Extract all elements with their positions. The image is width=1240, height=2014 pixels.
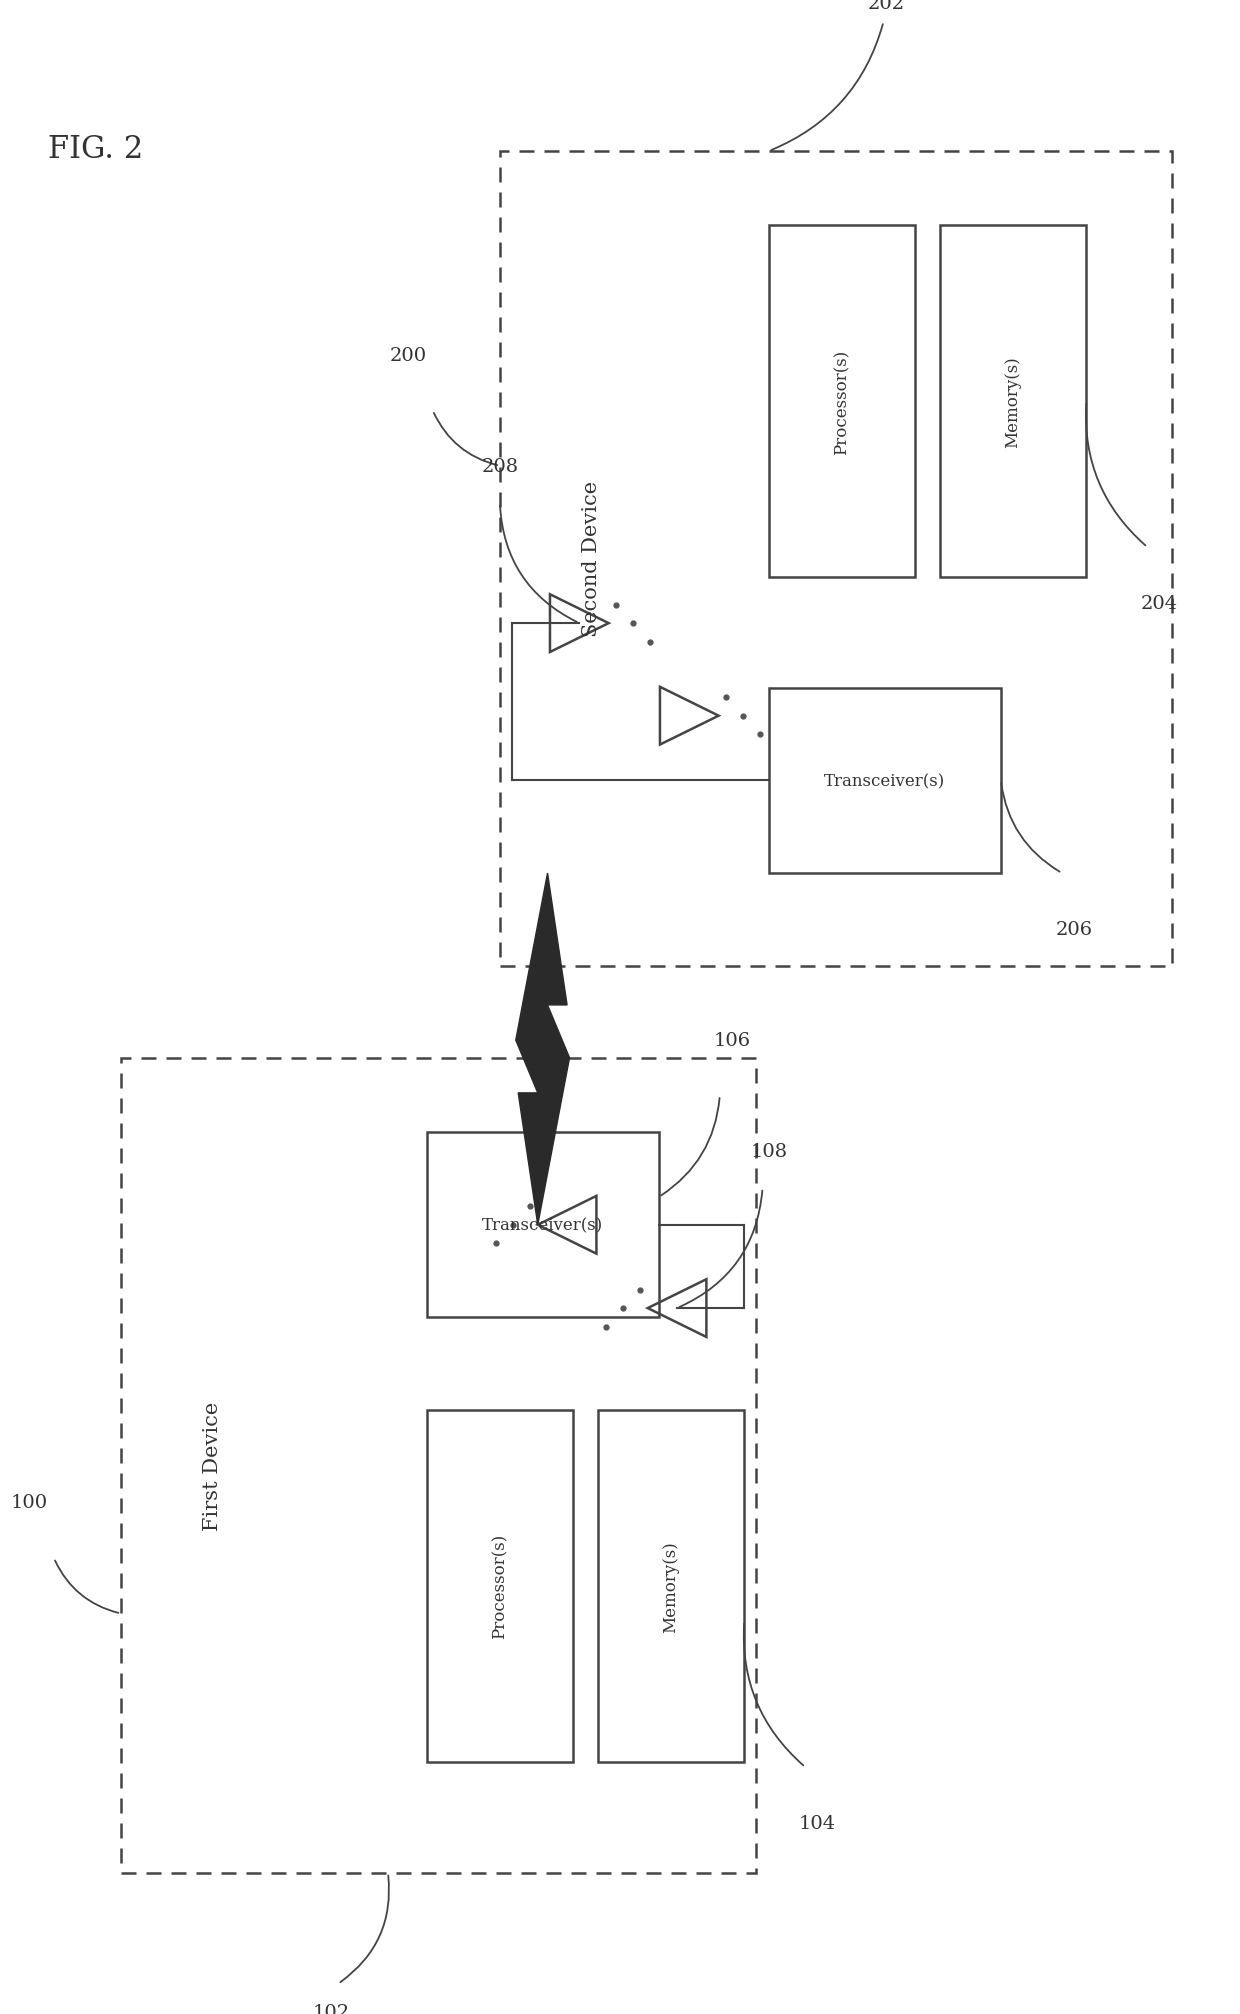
Text: Memory(s): Memory(s) — [662, 1541, 680, 1631]
Bar — [940, 226, 1086, 578]
Bar — [122, 1059, 756, 1873]
Text: FIG. 2: FIG. 2 — [48, 133, 143, 165]
Text: 106: 106 — [713, 1031, 750, 1049]
Text: 100: 100 — [11, 1494, 48, 1513]
Text: 102: 102 — [312, 2002, 350, 2014]
Text: Transceiver(s): Transceiver(s) — [825, 773, 945, 789]
Bar — [500, 151, 1172, 967]
Bar — [427, 1410, 573, 1762]
Text: 104: 104 — [799, 1815, 836, 1833]
Text: Second Device: Second Device — [582, 481, 601, 636]
Text: Processor(s): Processor(s) — [491, 1533, 508, 1639]
Text: 206: 206 — [1055, 920, 1092, 939]
Text: Transceiver(s): Transceiver(s) — [482, 1216, 604, 1235]
Text: 202: 202 — [868, 0, 905, 12]
Text: 200: 200 — [389, 346, 427, 365]
Bar — [769, 226, 915, 578]
Text: 204: 204 — [1141, 594, 1178, 612]
Polygon shape — [516, 874, 569, 1225]
Bar — [598, 1410, 744, 1762]
Text: First Device: First Device — [203, 1402, 222, 1531]
Text: Memory(s): Memory(s) — [1004, 356, 1022, 447]
Bar — [769, 689, 1001, 874]
Text: 208: 208 — [481, 457, 518, 475]
Text: 108: 108 — [750, 1142, 787, 1160]
Text: Processor(s): Processor(s) — [833, 348, 851, 455]
Bar — [427, 1132, 658, 1317]
